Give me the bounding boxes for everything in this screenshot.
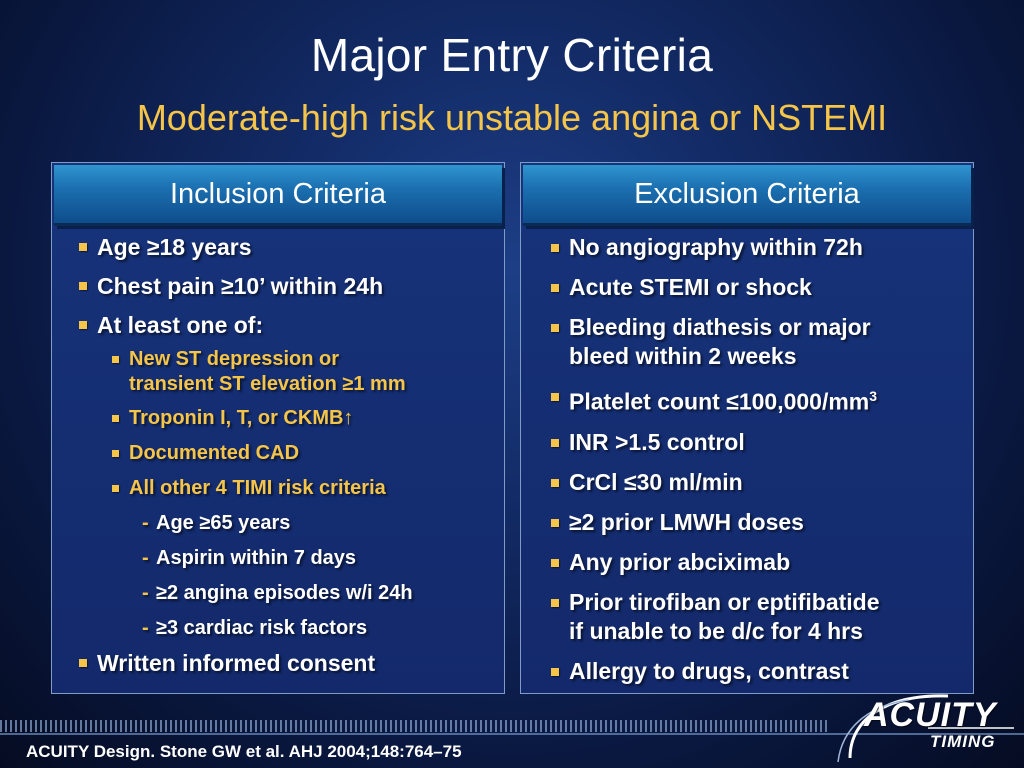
square-bullet-icon	[112, 356, 119, 363]
list-item: Documented CAD	[52, 441, 504, 466]
square-bullet-icon	[551, 324, 559, 332]
list-item: Bleeding diathesis or major bleed within …	[521, 313, 973, 371]
square-bullet-icon	[551, 244, 559, 252]
acuity-logo: ACUITY TIMING	[828, 688, 1018, 766]
list-item: Acute STEMI or shock	[521, 273, 973, 302]
exclusion-header: Exclusion Criteria	[523, 165, 971, 226]
square-bullet-icon	[551, 284, 559, 292]
square-bullet-icon	[551, 478, 559, 487]
footer-dotted-strip	[0, 720, 830, 732]
dash-bullet-icon: -	[142, 582, 149, 604]
square-bullet-icon	[551, 518, 559, 527]
square-bullet-icon	[112, 485, 119, 492]
dash-bullet-icon: -	[142, 547, 149, 569]
square-bullet-icon	[551, 438, 559, 447]
list-item: New ST depression or transient ST elevati…	[52, 347, 504, 397]
list-item: Chest pain ≥10’ within 24h	[52, 272, 504, 300]
list-item: ≥2 prior LMWH doses	[521, 508, 973, 537]
list-item: INR >1.5 control	[521, 428, 973, 457]
list-item: All other 4 TIMI risk criteria	[52, 476, 504, 501]
list-item: Allergy to drugs, contrast	[521, 657, 973, 686]
list-item: Any prior abciximab	[521, 548, 973, 577]
logo-word: ACUITY	[864, 696, 997, 734]
exclusion-panel: Exclusion Criteria No angiography within…	[520, 162, 974, 694]
slide-subtitle: Moderate-high risk unstable angina or NS…	[136, 97, 888, 138]
inclusion-list: Age ≥18 years Chest pain ≥10’ within 24h…	[52, 233, 504, 677]
list-item: - ≥3 cardiac risk factors	[142, 617, 368, 639]
square-bullet-icon	[79, 282, 87, 290]
square-bullet-icon	[551, 558, 559, 567]
square-bullet-icon	[112, 415, 119, 422]
square-bullet-icon	[551, 667, 559, 676]
list-item: Platelet count ≤100,000/mm3	[521, 382, 973, 417]
list-item: At least one of:	[52, 311, 504, 339]
square-bullet-icon	[79, 243, 87, 251]
list-item: Age ≥18 years	[52, 233, 504, 261]
list-item: - ≥2 angina episodes w/i 24h	[142, 582, 413, 604]
square-bullet-icon	[551, 393, 559, 401]
square-bullet-icon	[551, 598, 559, 607]
dash-bullet-icon: -	[142, 512, 149, 534]
list-item: - Aspirin within 7 days	[142, 547, 357, 569]
list-item: Written informed consent	[52, 649, 504, 677]
footer-divider	[0, 733, 1024, 735]
dash-bullet-icon: -	[142, 617, 149, 639]
list-item: Troponin I, T, or CKMB↑	[52, 406, 504, 431]
list-item: No angiography within 72h	[521, 233, 973, 262]
list-item: CrCl ≤30 ml/min	[521, 468, 973, 497]
inclusion-panel: Inclusion Criteria Age ≥18 years Chest p…	[51, 162, 505, 694]
slide-title: Major Entry Criteria	[310, 29, 714, 81]
list-item: Prior tirofiban or eptifibatide if unable…	[521, 588, 973, 646]
exclusion-list: No angiography within 72h Acute STEMI or…	[521, 233, 973, 686]
square-bullet-icon	[79, 659, 87, 667]
list-item: - Age ≥65 years	[142, 512, 291, 534]
square-bullet-icon	[79, 321, 87, 329]
logo-subword: TIMING	[930, 732, 996, 751]
citation: ACUITY Design. Stone GW et al. AHJ 2004;…	[26, 742, 462, 761]
logo-arc-icon	[837, 694, 1014, 763]
inclusion-header: Inclusion Criteria	[54, 165, 502, 226]
square-bullet-icon	[112, 450, 119, 457]
